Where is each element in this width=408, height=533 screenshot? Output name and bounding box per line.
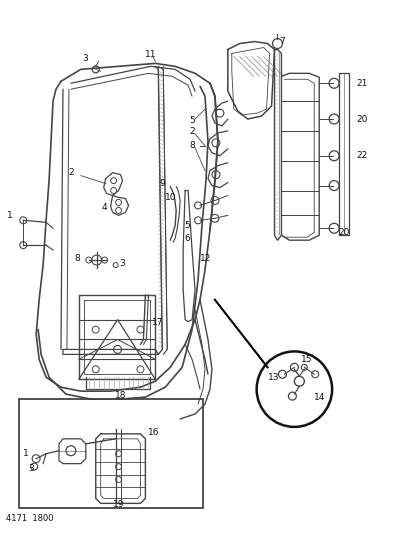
Text: 12: 12 (200, 254, 211, 263)
Text: 8: 8 (189, 141, 195, 150)
Text: 22: 22 (356, 151, 367, 160)
Text: 16: 16 (149, 429, 160, 438)
Text: 3: 3 (120, 259, 125, 268)
Text: 1: 1 (7, 211, 12, 220)
Text: 1: 1 (23, 449, 29, 458)
Text: 3: 3 (82, 54, 88, 63)
Text: 11: 11 (144, 50, 156, 59)
Bar (19, 399, 203, 508)
Text: 19: 19 (113, 500, 124, 509)
Text: 3: 3 (28, 464, 34, 473)
Text: 8: 8 (74, 254, 80, 263)
Text: 10: 10 (164, 193, 176, 202)
Text: 4171  1800: 4171 1800 (7, 514, 54, 523)
Text: 20: 20 (356, 115, 367, 124)
Text: 9: 9 (160, 179, 165, 188)
Text: 2: 2 (68, 168, 74, 177)
Text: 5: 5 (189, 117, 195, 125)
Text: 15: 15 (302, 355, 313, 364)
Text: 7: 7 (279, 37, 285, 46)
Text: 6: 6 (184, 233, 190, 243)
Text: 14: 14 (314, 393, 326, 401)
Text: 20: 20 (338, 228, 350, 237)
Text: 17: 17 (152, 318, 164, 327)
Text: 5: 5 (184, 221, 190, 230)
Text: 21: 21 (356, 79, 367, 88)
Text: 18: 18 (115, 391, 126, 400)
Text: 13: 13 (268, 373, 279, 382)
Text: 2: 2 (189, 127, 195, 136)
Text: 4: 4 (102, 203, 107, 212)
